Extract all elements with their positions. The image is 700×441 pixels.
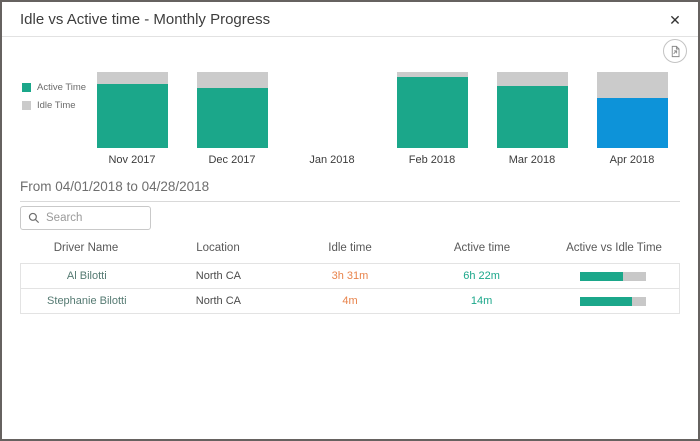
idle-time-segment[interactable] xyxy=(496,72,568,86)
table-header-row: Driver Name Location Idle time Active time A… xyxy=(20,242,680,254)
column-header: Active vs Idle Time xyxy=(566,242,662,254)
search-box[interactable] xyxy=(20,206,151,230)
month-bar[interactable] xyxy=(396,72,468,148)
active-time-segment[interactable] xyxy=(496,85,568,148)
legend-label-active-time: Active Time xyxy=(37,82,87,93)
active-time-cell: 6h 22m xyxy=(463,270,500,282)
bar-chart: Nov 2017 Dec 2017 Jan 2018 Feb 2018 Mar 2018… xyxy=(82,72,682,168)
active-vs-idle-progress-bar xyxy=(580,271,647,281)
active-time-segment[interactable] xyxy=(96,84,168,148)
legend-item-active-time[interactable]: Active Time xyxy=(22,82,86,93)
idle-time-cell: 3h 31m xyxy=(331,270,369,282)
progress-fill xyxy=(580,271,624,281)
month-label: Jan 2018 xyxy=(309,154,355,166)
active-vs-idle-progress-bar xyxy=(580,296,647,306)
legend-label-idle-time: Idle Time xyxy=(37,100,76,111)
close-icon[interactable]: ✕ xyxy=(664,9,686,31)
active-vs-idle-cell xyxy=(547,271,679,281)
legend-item-idle-time[interactable]: Idle Time xyxy=(22,100,86,111)
chart-slot: Apr 2018 xyxy=(582,72,682,168)
month-label: Feb 2018 xyxy=(408,154,456,166)
month-label: Dec 2017 xyxy=(208,154,256,166)
location-cell: North CA xyxy=(195,270,242,282)
idle-time-segment[interactable] xyxy=(596,72,668,98)
export-report-icon xyxy=(669,45,682,58)
chart-slot: Mar 2018 xyxy=(482,72,582,168)
column-header: Driver Name xyxy=(53,242,119,254)
chart-slot: Nov 2017 xyxy=(82,72,182,168)
export-button[interactable] xyxy=(663,39,687,63)
month-label: Nov 2017 xyxy=(108,154,156,166)
month-bar[interactable] xyxy=(196,72,268,148)
table-row[interactable]: Stephanie Bilotti North CA 4m 14m xyxy=(20,288,680,314)
active-time-segment[interactable] xyxy=(396,77,468,148)
idle-time-segment[interactable] xyxy=(196,72,268,88)
idle-time-swatch xyxy=(22,101,31,110)
dialog-header: Idle vs Active time - Monthly Progress ✕ xyxy=(2,2,698,37)
location-cell: North CA xyxy=(195,295,242,307)
dialog-title: Idle vs Active time - Monthly Progress xyxy=(20,11,271,28)
idle-time-cell: 4m xyxy=(342,295,358,307)
month-bar xyxy=(297,72,368,148)
column-header: Active time xyxy=(453,242,511,254)
active-time-swatch xyxy=(22,83,31,92)
active-time-cell: 14m xyxy=(470,295,493,307)
month-bar[interactable] xyxy=(496,72,568,148)
chart-slot: Dec 2017 xyxy=(182,72,282,168)
driver-name-cell: Al Bilotti xyxy=(66,270,107,282)
month-bar[interactable] xyxy=(96,72,168,148)
driver-name-cell: Stephanie Bilotti xyxy=(47,295,127,307)
table-row[interactable]: Al Bilotti North CA 3h 31m 6h 22m xyxy=(20,263,680,289)
table-body: Al Bilotti North CA 3h 31m 6h 22m Stephanie … xyxy=(20,263,680,314)
active-time-segment[interactable] xyxy=(596,97,668,148)
month-label: Mar 2018 xyxy=(508,154,556,166)
idle-time-segment[interactable] xyxy=(396,72,468,78)
month-label: Apr 2018 xyxy=(609,154,655,166)
idle-time-segment[interactable] xyxy=(96,72,168,85)
date-range-title: From 04/01/2018 to 04/28/2018 xyxy=(20,179,680,202)
chart-slot: Feb 2018 xyxy=(382,72,482,168)
active-vs-idle-cell xyxy=(547,296,679,306)
column-header: Location xyxy=(196,242,240,254)
chart-legend: Active Time Idle Time xyxy=(22,82,86,118)
column-header: Idle time xyxy=(328,242,372,254)
month-bar[interactable] xyxy=(596,72,668,148)
progress-fill xyxy=(580,296,632,306)
chart-slot: Jan 2018 xyxy=(282,72,382,168)
search-input[interactable] xyxy=(46,212,143,224)
search-icon xyxy=(28,212,40,224)
active-time-segment[interactable] xyxy=(196,87,268,148)
